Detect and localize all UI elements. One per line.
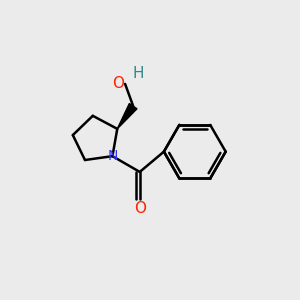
Text: H: H	[132, 66, 144, 81]
Text: O: O	[134, 201, 146, 216]
Text: N: N	[107, 149, 118, 163]
Text: O: O	[112, 76, 124, 92]
Polygon shape	[117, 103, 137, 129]
